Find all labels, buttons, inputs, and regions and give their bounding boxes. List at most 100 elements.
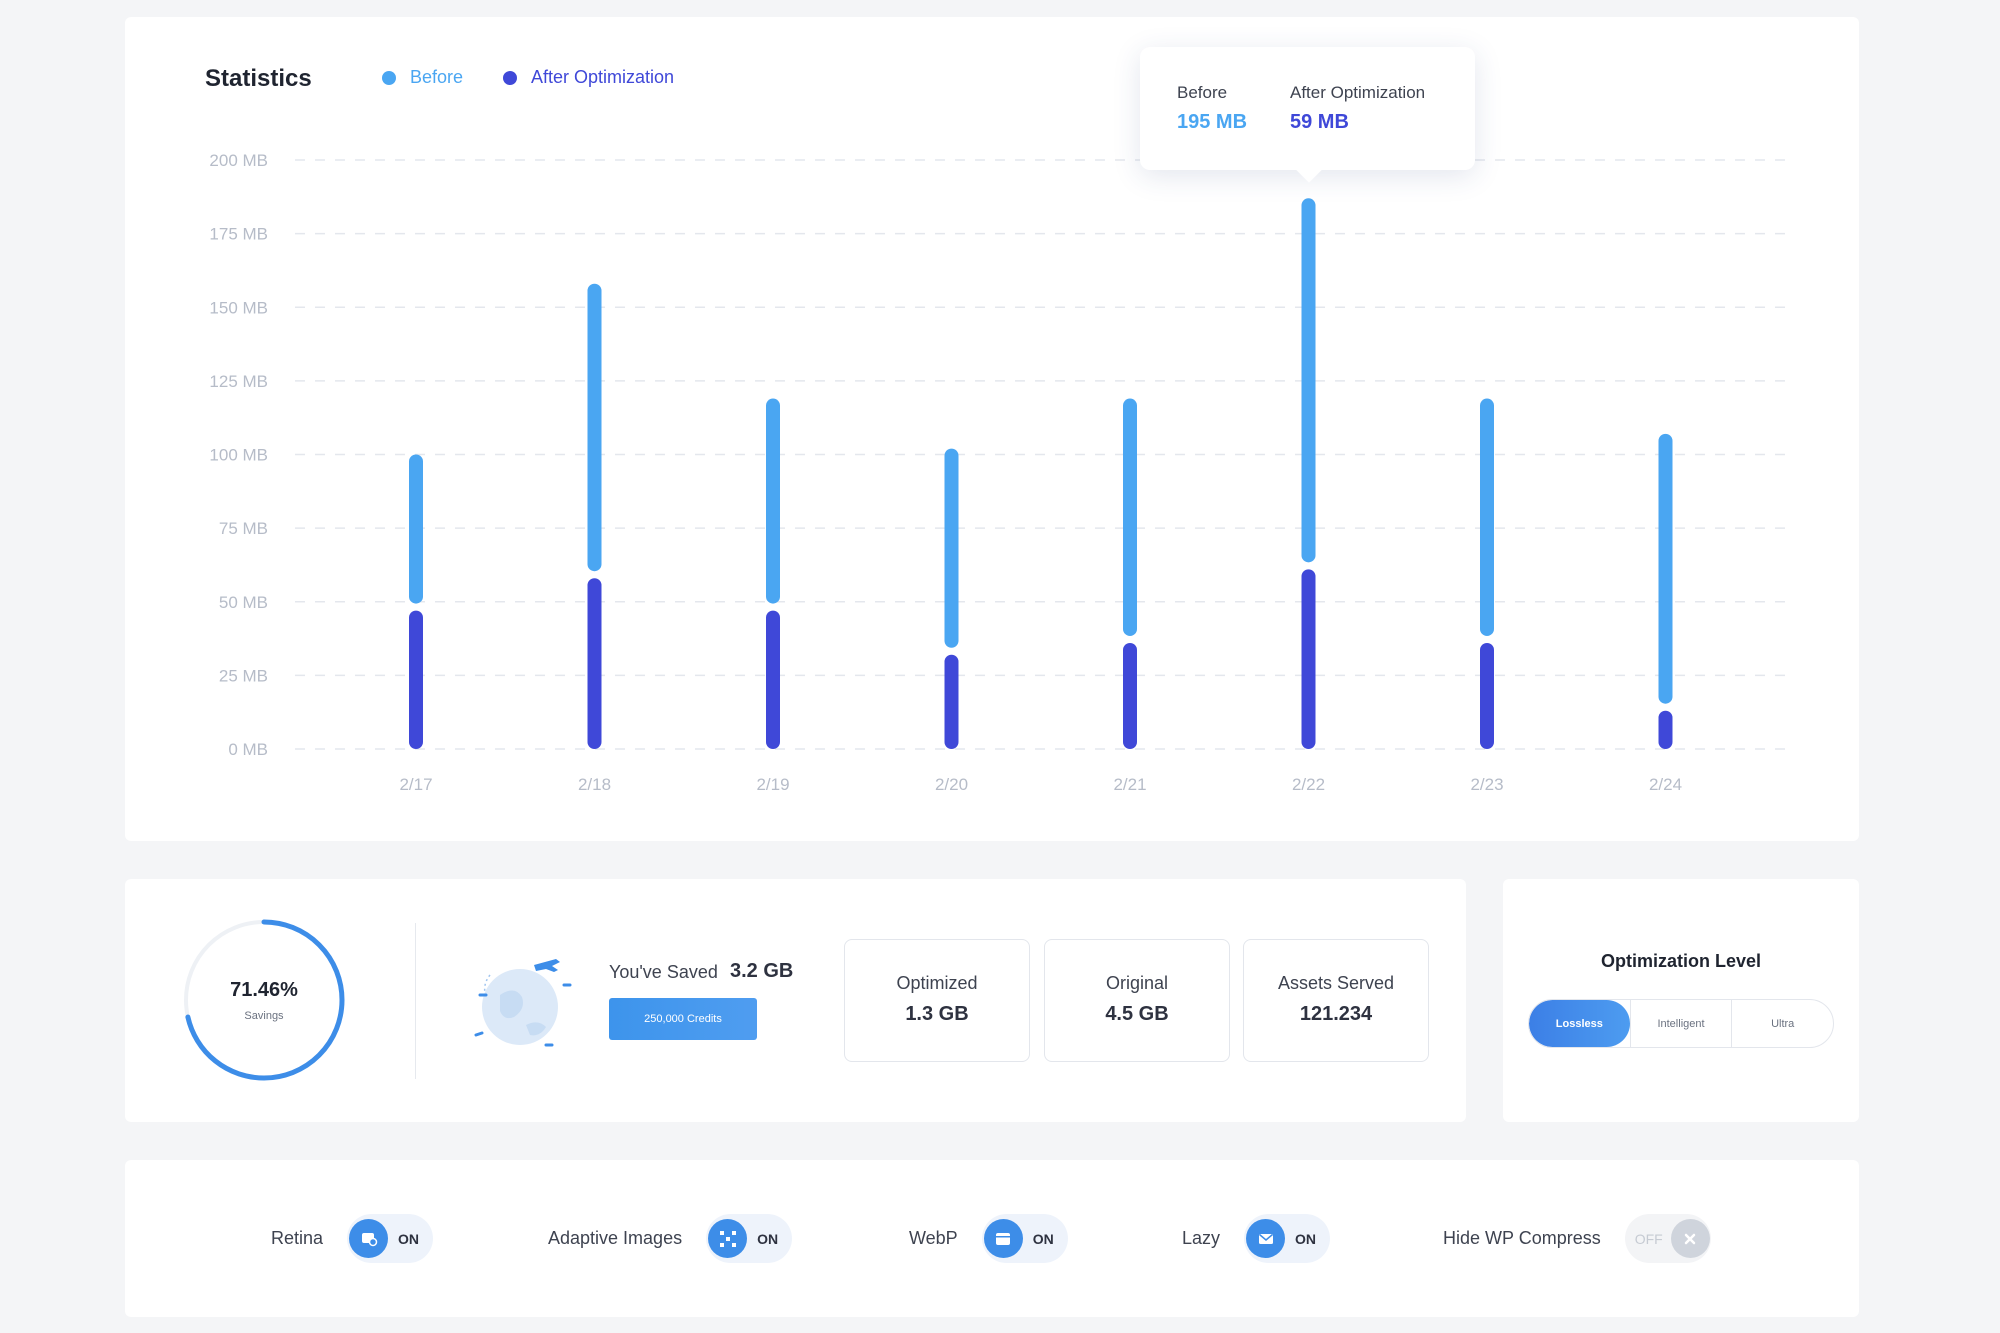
x-tick-label: 2/23 <box>1470 775 1503 794</box>
lazy-icon <box>1246 1219 1286 1258</box>
bar-after-2/21[interactable] <box>1123 642 1137 749</box>
webp-state: ON <box>1032 1230 1054 1247</box>
legend-before-label: Before <box>410 67 464 87</box>
y-tick-label: 50 MB <box>219 593 268 612</box>
y-tick-label: 175 MB <box>209 225 268 244</box>
feature-adaptive-label: Adaptive Images <box>548 1228 683 1248</box>
hide-wp-compress-toggle[interactable]: OFF <box>1624 1214 1711 1263</box>
retina-toggle[interactable]: ON <box>347 1214 434 1263</box>
level-option-intelligent[interactable]: Intelligent <box>1629 1000 1732 1047</box>
bar-before-2/24[interactable] <box>1658 433 1673 704</box>
legend-before[interactable]: Before <box>382 67 463 88</box>
adaptive-images-toggle[interactable]: ON <box>706 1214 793 1263</box>
x-tick-label: 2/22 <box>1292 775 1325 794</box>
bar-before-2/23[interactable] <box>1480 398 1494 636</box>
statistics-chart: 0 MB 25 MB 50 MB 75 MB 100 MB 125 MB 150 MB 175… <box>209 151 1785 794</box>
legend-after[interactable]: After Optimization <box>503 67 674 88</box>
feature-lazy-label: Lazy <box>1182 1228 1221 1248</box>
adaptive-images-state: ON <box>757 1230 779 1247</box>
bar-after-2/24[interactable] <box>1658 710 1673 749</box>
credits-button[interactable]: 250,000 Credits <box>609 998 757 1040</box>
optimization-level-title: Optimization Level <box>1600 951 1762 971</box>
savings-ring <box>183 919 345 1081</box>
savings-summary-card: 71.46% Savings You've Saved 3.2 GB 250,0… <box>125 879 1466 1122</box>
bar-before-2/22[interactable] <box>1301 198 1316 563</box>
metric-assets-value: 121.234 <box>1299 1003 1373 1025</box>
feature-hide-label: Hide WP Compress <box>1443 1228 1601 1248</box>
y-tick-label: 25 MB <box>219 666 268 685</box>
bar-before-2/21[interactable] <box>1123 398 1137 636</box>
lazy-state: ON <box>1295 1230 1317 1247</box>
y-tick-label: 125 MB <box>209 372 268 391</box>
bar-before-2/19[interactable] <box>766 398 780 604</box>
summary-divider <box>415 923 416 1079</box>
bar-before-2/18[interactable] <box>587 283 602 572</box>
feature-hide-wp-compress: Hide WP Compress OFF <box>1443 1160 1711 1317</box>
bar-after-2/23[interactable] <box>1480 642 1494 749</box>
savings-percent: 71.46% <box>230 979 298 1001</box>
feature-webp-label: WebP <box>909 1228 958 1248</box>
metric-assets-label: Assets Served <box>1277 973 1395 993</box>
y-tick-label: 0 MB <box>228 740 268 759</box>
bar-after-2/18[interactable] <box>587 578 602 749</box>
tooltip-after-label: After Optimization <box>1290 83 1426 102</box>
webp-toggle[interactable]: ON <box>981 1214 1068 1263</box>
webp-icon <box>983 1219 1023 1258</box>
globe-plane-icon <box>474 959 572 1047</box>
y-tick-label: 150 MB <box>209 298 268 317</box>
savings-label: Savings <box>244 1010 284 1022</box>
bar-after-2/20[interactable] <box>944 654 959 749</box>
hide-wp-compress-state: OFF <box>1634 1230 1663 1247</box>
tooltip-after-value: 59 MB <box>1290 111 1349 133</box>
feature-retina-label: Retina <box>271 1228 324 1248</box>
bar-before-2/17[interactable] <box>409 454 423 604</box>
bar-after-2/22[interactable] <box>1301 569 1316 749</box>
level-option-ultra[interactable]: Ultra <box>1731 1000 1833 1047</box>
level-option-lossless[interactable]: Lossless <box>1529 1000 1630 1047</box>
x-tick-label: 2/19 <box>756 775 789 794</box>
x-tick-label: 2/20 <box>935 775 968 794</box>
x-tick-label: 2/18 <box>578 775 611 794</box>
x-tick-label: 2/24 <box>1649 775 1682 794</box>
legend-after-dot <box>503 70 517 85</box>
statistics-card: 0 MB 25 MB 50 MB 75 MB 100 MB 125 MB 150 MB 175… <box>125 17 1859 841</box>
optimization-level-card: Optimization Level Lossless Intelligent … <box>1503 879 1859 1122</box>
x-tick-label: 2/21 <box>1113 775 1146 794</box>
bar-after-2/19[interactable] <box>766 610 780 749</box>
retina-icon <box>349 1219 389 1258</box>
metric-optimized-label: Optimized <box>896 973 978 993</box>
tooltip-before-value: 195 MB <box>1177 111 1248 133</box>
feature-adaptive-images: Adaptive Images ON <box>548 1160 793 1317</box>
savings-ring-progress <box>183 919 345 1081</box>
metric-optimized: Optimized 1.3 GB <box>844 939 1030 1062</box>
x-tick-label: 2/17 <box>399 775 432 794</box>
close-icon <box>1670 1219 1710 1258</box>
saved-label: You've Saved <box>609 962 718 982</box>
adaptive-icon <box>708 1219 748 1258</box>
metric-original-value: 4.5 GB <box>1105 1003 1169 1025</box>
tooltip-before-label: Before <box>1177 83 1228 102</box>
lazy-toggle[interactable]: ON <box>1244 1214 1331 1263</box>
metric-original: Original 4.5 GB <box>1044 939 1230 1062</box>
metric-assets-served: Assets Served 121.234 <box>1243 939 1429 1062</box>
bar-before-2/20[interactable] <box>944 448 959 648</box>
tooltip-before: Before 195 MB <box>1177 83 1247 134</box>
metric-original-label: Original <box>1105 973 1169 993</box>
y-tick-label: 100 MB <box>209 446 268 465</box>
bar-after-2/17[interactable] <box>409 610 423 749</box>
features-card: Retina ON Adaptive Images ON WebP ON Laz… <box>125 1160 1859 1317</box>
feature-retina: Retina ON <box>271 1160 434 1317</box>
metric-optimized-value: 1.3 GB <box>905 1003 969 1025</box>
saved-value: 3.2 GB <box>730 960 794 982</box>
retina-state: ON <box>398 1230 420 1247</box>
feature-webp: WebP ON <box>909 1160 1068 1317</box>
legend-before-dot <box>382 70 396 85</box>
statistics-title: Statistics <box>205 65 312 92</box>
chart-tooltip: Before 195 MB After Optimization 59 MB <box>1140 47 1475 170</box>
optimization-level-selector: Lossless Intelligent Ultra <box>1528 999 1834 1048</box>
y-tick-label: 75 MB <box>219 519 268 538</box>
y-tick-label: 200 MB <box>209 151 268 170</box>
feature-lazy: Lazy ON <box>1182 1160 1331 1317</box>
tooltip-after: After Optimization 59 MB <box>1290 83 1425 134</box>
legend-after-label: After Optimization <box>531 67 675 87</box>
